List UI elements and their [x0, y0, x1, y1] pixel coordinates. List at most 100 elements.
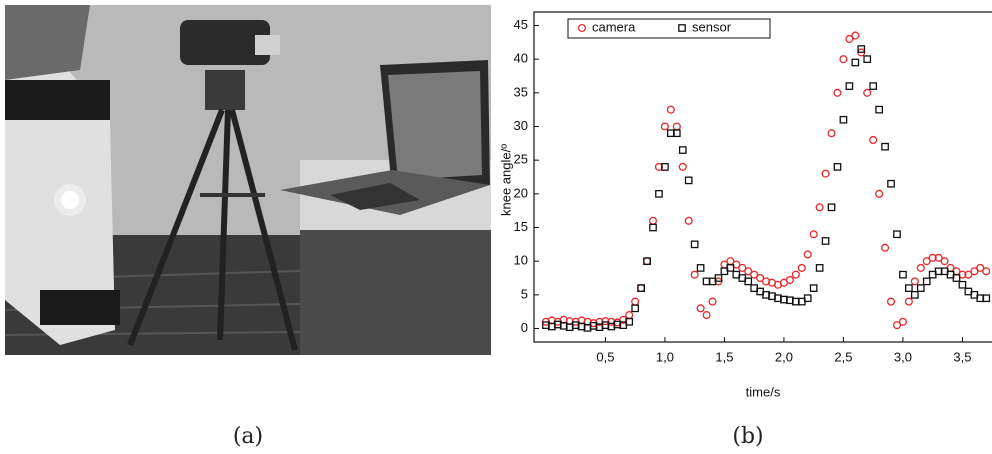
x-tick-label: 1,0 — [656, 349, 674, 364]
photo — [4, 5, 492, 355]
camera-point — [696, 304, 705, 313]
camera-point — [964, 270, 973, 279]
sensor-point — [684, 176, 693, 185]
sensor-point — [643, 257, 651, 266]
sensor-point — [661, 163, 669, 171]
y-tick-label: 10 — [514, 253, 528, 268]
sensor-point — [922, 277, 931, 286]
camera-point — [898, 317, 907, 326]
camera-point — [827, 129, 836, 138]
camera-point — [666, 105, 675, 114]
camera-point — [815, 203, 824, 212]
sensor-point — [982, 294, 991, 303]
camera-point — [875, 189, 884, 198]
camera-point — [660, 122, 669, 131]
camera-point — [916, 263, 925, 272]
y-tick-label: 40 — [514, 51, 528, 66]
y-axis-label: knee angle/º — [498, 144, 513, 216]
y-tick-label: 15 — [514, 219, 528, 234]
camera-point — [625, 311, 634, 320]
sensor-point — [809, 284, 818, 292]
sensor-point — [696, 264, 705, 272]
camera-point — [940, 257, 949, 266]
camera-point — [803, 250, 812, 259]
camera-point — [631, 297, 640, 306]
camera-point — [678, 162, 687, 171]
sensor-point — [893, 230, 901, 239]
camera-point — [702, 311, 711, 320]
sensor-point — [857, 45, 866, 53]
sensor-point — [905, 284, 913, 292]
sensor-point — [869, 82, 878, 90]
camera-point — [648, 216, 658, 225]
sensor-point — [672, 129, 681, 138]
camera-point — [904, 297, 913, 306]
sensor-point — [958, 280, 967, 289]
camera-point — [821, 169, 830, 178]
y-tick-label: 20 — [514, 185, 528, 200]
camera-point — [934, 253, 943, 262]
x-tick-label: 2,0 — [775, 349, 793, 364]
camera-point — [738, 263, 747, 272]
legend-marker — [678, 24, 686, 32]
sensor-point — [851, 58, 860, 67]
camera-point — [833, 88, 842, 97]
x-tick-label: 3,5 — [953, 349, 971, 364]
camera-point — [601, 317, 610, 326]
camera-point — [881, 243, 890, 252]
y-tick-label: 5 — [521, 286, 528, 301]
x-tick-label: 0,5 — [596, 349, 614, 364]
caption: (b) — [732, 424, 763, 449]
sensor-point — [625, 317, 634, 326]
sensor-point — [875, 105, 883, 114]
sensor-point — [833, 163, 842, 171]
camera-point — [756, 273, 765, 283]
y-tick-label: 45 — [514, 17, 528, 32]
camera-point — [863, 88, 872, 97]
sensor-point — [863, 55, 872, 63]
sensor-point — [631, 304, 640, 313]
sensor-point — [649, 223, 657, 232]
camera-point — [851, 31, 860, 40]
plot-frame — [533, 11, 992, 343]
sensor-point — [845, 82, 854, 90]
sensor-point — [821, 237, 830, 245]
x-axis-label: time/s — [746, 384, 781, 399]
camera-point — [785, 275, 794, 285]
camera-point — [672, 122, 681, 131]
sensor-point — [952, 274, 961, 282]
camera-point — [643, 257, 652, 266]
sensor-point — [744, 277, 753, 286]
legend-label: sensor — [692, 19, 732, 34]
y-tick-label: 0 — [521, 320, 528, 335]
sensor-point — [678, 146, 687, 154]
camera-point — [690, 270, 699, 279]
camera-point — [869, 135, 878, 145]
sensor-point — [690, 240, 699, 249]
camera-point — [797, 263, 806, 272]
camera-point — [976, 263, 985, 272]
x-tick-label: 1,5 — [715, 349, 733, 364]
y-tick-label: 25 — [514, 152, 528, 167]
caption: (a) — [233, 424, 263, 449]
camera-point — [982, 267, 991, 276]
sensor-point — [887, 179, 895, 188]
camera-point — [684, 216, 693, 225]
camera-point — [791, 270, 800, 279]
sensor-point — [910, 291, 919, 299]
sensor-point — [815, 264, 824, 272]
camera-point — [750, 270, 759, 279]
camera-point — [892, 321, 902, 330]
sensor-point — [714, 274, 723, 282]
y-tick-label: 35 — [514, 84, 528, 99]
camera-point — [845, 34, 854, 43]
camera-point — [928, 253, 937, 262]
camera-point — [839, 55, 848, 64]
camera-point — [922, 257, 931, 266]
camera-point — [809, 230, 818, 239]
sensor-point — [637, 284, 645, 292]
sensor-point — [899, 270, 907, 279]
sensor-point — [916, 284, 925, 292]
sensor-point — [655, 189, 663, 198]
